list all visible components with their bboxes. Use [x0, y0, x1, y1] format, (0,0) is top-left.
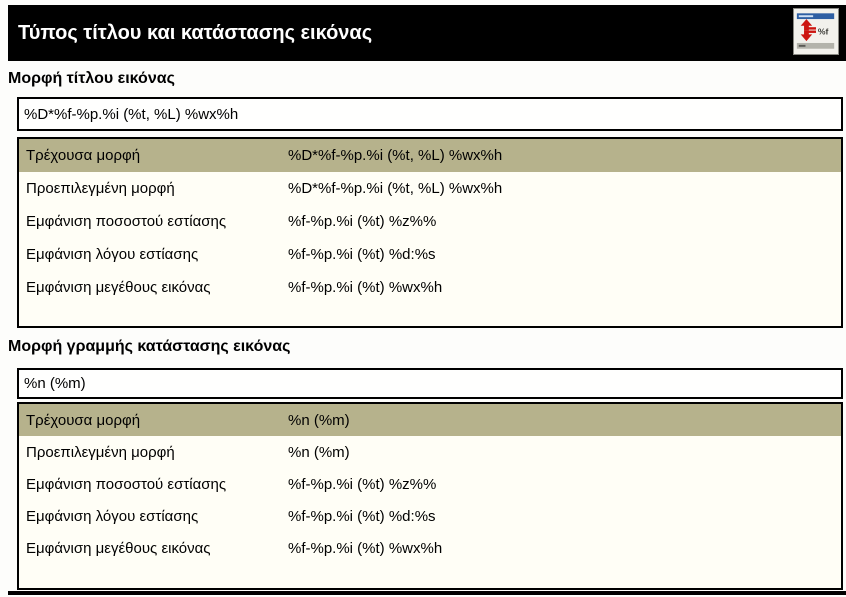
format-preset-row[interactable]: Τρέχουσα μορφή %D*%f-%p.%i (%t, %L) %wx%… — [19, 139, 841, 172]
statusbar-format-input[interactable] — [17, 368, 843, 399]
format-preset-row[interactable]: Εμφάνιση μεγέθους εικόνας %f-%p.%i (%t) … — [19, 532, 841, 564]
format-preset-label: Εμφάνιση λόγου εστίασης — [26, 507, 199, 525]
format-preset-row[interactable]: Προεπιλεγμένη μορφή %n (%m) — [19, 436, 841, 468]
page-header: Τύπος τίτλου και κατάστασης εικόνας %f — [8, 5, 846, 61]
format-preset-value: %n (%m) — [288, 443, 350, 461]
next-section-header-partial — [8, 591, 846, 595]
format-preset-value: %D*%f-%p.%i (%t, %L) %wx%h — [288, 180, 503, 197]
format-preset-row[interactable]: Προεπιλεγμένη μορφή %D*%f-%p.%i (%t, %L)… — [19, 172, 841, 205]
page-title: Τύπος τίτλου και κατάστασης εικόνας — [18, 21, 373, 44]
format-preset-row[interactable]: Εμφάνιση ποσοστού εστίασης %f-%p.%i (%t)… — [19, 205, 841, 238]
format-preset-row[interactable]: Εμφάνιση λόγου εστίασης %f-%p.%i (%t) %d… — [19, 238, 841, 271]
format-preset-value: %D*%f-%p.%i (%t, %L) %wx%h — [288, 147, 503, 164]
format-preset-value: %f-%p.%i (%t) %wx%h — [288, 539, 443, 557]
format-preset-row[interactable]: Εμφάνιση μεγέθους εικόνας %f-%p.%i (%t) … — [19, 271, 841, 304]
icon-format-text: %f — [818, 26, 829, 36]
title-statusbar-format-icon: %f — [793, 8, 839, 55]
format-preset-value: %f-%p.%i (%t) %z%% — [288, 475, 437, 493]
mini-window-icon: %f — [796, 13, 835, 49]
title-format-list[interactable]: Τρέχουσα μορφή %D*%f-%p.%i (%t, %L) %wx%… — [17, 137, 843, 328]
format-preset-value: %n (%m) — [288, 411, 350, 429]
title-format-input[interactable] — [17, 97, 843, 131]
format-preset-label: Τρέχουσα μορφή — [26, 147, 141, 164]
format-preset-label: Προεπιλεγμένη μορφή — [26, 180, 175, 197]
format-preset-value: %f-%p.%i (%t) %d:%s — [288, 246, 436, 263]
statusbar-format-label: Μορφή γραμμής κατάστασης εικόνας — [8, 338, 291, 355]
format-preset-label: Προεπιλεγμένη μορφή — [26, 443, 175, 461]
title-format-label: Μορφή τίτλου εικόνας — [8, 70, 175, 87]
format-preset-label: Εμφάνιση λόγου εστίασης — [26, 246, 199, 263]
format-preset-row[interactable]: Εμφάνιση λόγου εστίασης %f-%p.%i (%t) %d… — [19, 500, 841, 532]
format-preset-label: Εμφάνιση ποσοστού εστίασης — [26, 475, 227, 493]
format-preset-label: Εμφάνιση ποσοστού εστίασης — [26, 213, 227, 230]
format-preset-label: Τρέχουσα μορφή — [26, 411, 141, 429]
format-preset-label: Εμφάνιση μεγέθους εικόνας — [26, 279, 211, 296]
format-preset-label: Εμφάνιση μεγέθους εικόνας — [26, 539, 211, 557]
format-preset-row[interactable]: Τρέχουσα μορφή %n (%m) — [19, 404, 841, 436]
format-preset-row[interactable]: Εμφάνιση ποσοστού εστίασης %f-%p.%i (%t)… — [19, 468, 841, 500]
format-preset-value: %f-%p.%i (%t) %d:%s — [288, 507, 436, 525]
format-preset-value: %f-%p.%i (%t) %wx%h — [288, 279, 443, 296]
statusbar-format-list[interactable]: Τρέχουσα μορφή %n (%m) Προεπιλεγμένη μορ… — [17, 402, 843, 590]
format-preset-value: %f-%p.%i (%t) %z%% — [288, 213, 437, 230]
